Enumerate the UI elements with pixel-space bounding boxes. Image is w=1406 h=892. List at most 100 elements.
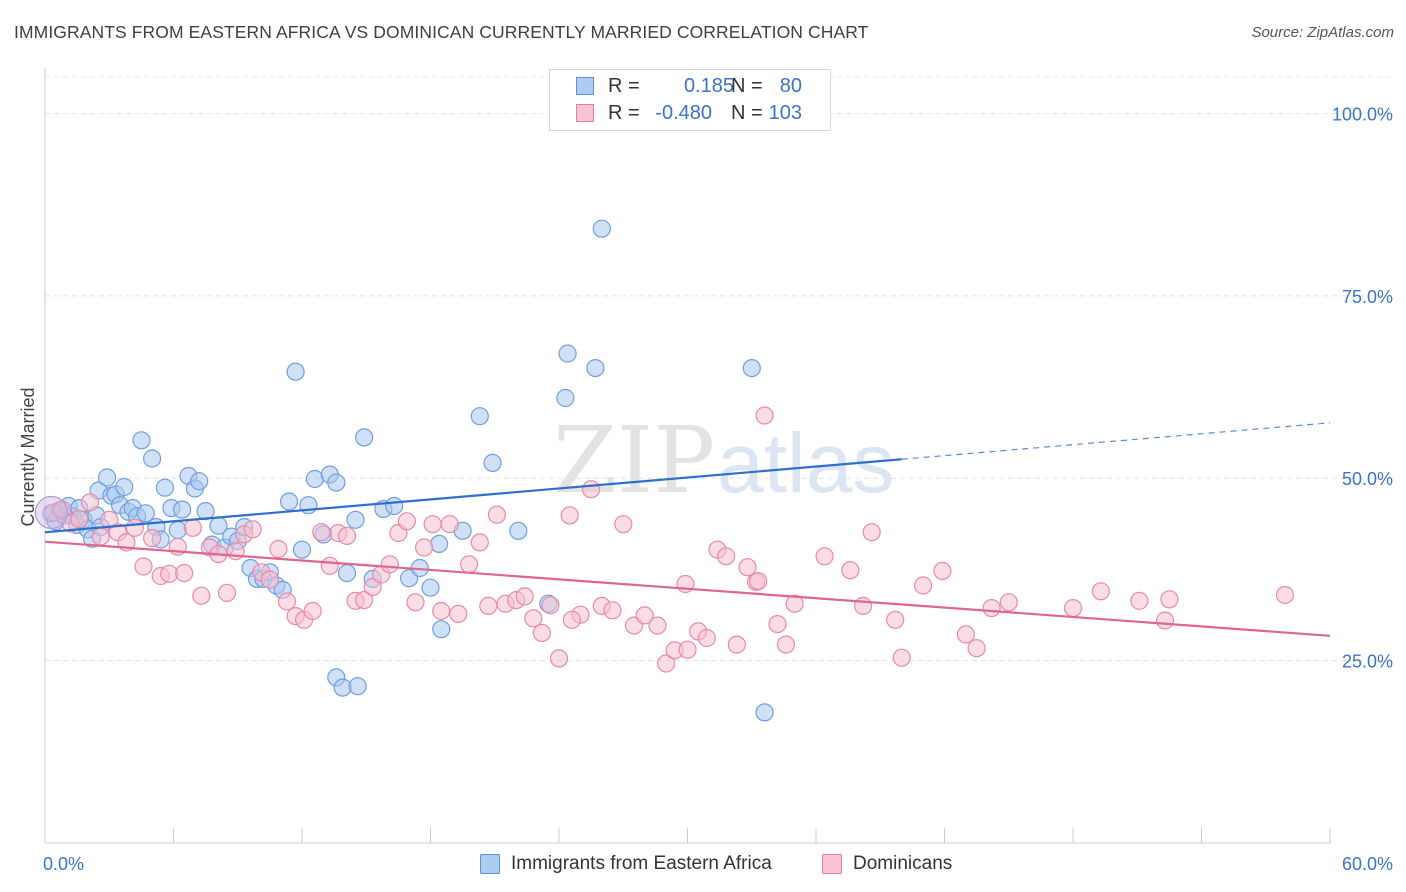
point-eastern-africa bbox=[586, 359, 605, 378]
point-dominicans bbox=[91, 527, 110, 546]
point-dominicans bbox=[303, 601, 322, 621]
watermark: ZIP atlas bbox=[553, 407, 894, 514]
stats-row-eastern-africa: R = 0.185 N = 80 bbox=[550, 74, 830, 100]
n-value: 103 bbox=[768, 102, 802, 124]
point-cluster bbox=[34, 495, 69, 530]
point-dominicans bbox=[134, 557, 153, 576]
swatch-eastern-africa bbox=[576, 77, 594, 95]
point-dominicans bbox=[125, 518, 144, 537]
point-dominicans bbox=[243, 520, 262, 539]
x-tick-label: 0.0% bbox=[43, 854, 84, 874]
point-dominicans bbox=[648, 616, 667, 635]
point-dominicans bbox=[363, 577, 382, 597]
point-dominicans bbox=[460, 555, 479, 574]
chart-title: IMMIGRANTS FROM EASTERN AFRICA VS DOMINI… bbox=[14, 22, 869, 42]
point-eastern-africa bbox=[355, 428, 374, 447]
trend-lines bbox=[44, 422, 1331, 637]
point-dominicans bbox=[562, 610, 582, 629]
point-dominicans bbox=[541, 596, 560, 615]
point-eastern-africa bbox=[173, 500, 192, 519]
data-points bbox=[34, 219, 1295, 722]
point-eastern-africa bbox=[470, 407, 489, 426]
point-dominicans bbox=[603, 601, 622, 620]
point-dominicans bbox=[423, 515, 442, 534]
point-eastern-africa bbox=[742, 359, 761, 378]
point-eastern-africa bbox=[385, 496, 404, 516]
point-eastern-africa bbox=[190, 472, 209, 491]
point-dominicans bbox=[320, 556, 339, 575]
point-dominicans bbox=[1130, 591, 1149, 610]
n-value: 80 bbox=[779, 75, 802, 97]
point-dominicans bbox=[260, 570, 279, 589]
point-dominicans bbox=[100, 510, 119, 529]
point-dominicans bbox=[397, 512, 416, 531]
y-axis-label: Currently Married bbox=[18, 387, 38, 526]
r-label: R = bbox=[608, 102, 640, 124]
n-label: N = bbox=[731, 75, 763, 97]
point-dominicans bbox=[785, 594, 804, 613]
point-eastern-africa bbox=[155, 478, 174, 497]
point-eastern-africa bbox=[97, 468, 117, 487]
point-dominicans bbox=[470, 533, 489, 552]
point-dominicans bbox=[755, 406, 774, 425]
legend-label: Dominicans bbox=[853, 853, 953, 874]
point-dominicans bbox=[217, 583, 237, 602]
point-dominicans bbox=[487, 505, 506, 524]
point-dominicans bbox=[355, 590, 374, 610]
point-dominicans bbox=[635, 606, 654, 625]
legend-label: Immigrants from Eastern Africa bbox=[511, 853, 772, 874]
point-eastern-africa bbox=[327, 473, 346, 492]
point-dominicans bbox=[697, 628, 716, 648]
point-dominicans bbox=[449, 604, 468, 624]
point-dominicans bbox=[581, 480, 601, 499]
point-dominicans bbox=[70, 509, 89, 529]
y-tick-label: 25.0% bbox=[1342, 652, 1393, 672]
point-dominicans bbox=[956, 625, 976, 644]
point-dominicans bbox=[967, 639, 986, 658]
swatch-dominicans bbox=[576, 104, 594, 122]
point-dominicans bbox=[1091, 582, 1110, 601]
point-dominicans bbox=[415, 538, 434, 557]
point-dominicans bbox=[143, 528, 162, 548]
point-eastern-africa bbox=[421, 578, 440, 597]
point-dominicans bbox=[776, 635, 796, 654]
point-eastern-africa bbox=[333, 678, 352, 697]
x-tick-label: 60.0% bbox=[1342, 854, 1393, 874]
point-dominicans bbox=[933, 561, 952, 581]
point-dominicans bbox=[269, 539, 288, 559]
point-eastern-africa bbox=[509, 521, 528, 540]
point-eastern-africa bbox=[280, 492, 299, 511]
r-label: R = bbox=[608, 75, 640, 97]
point-dominicans bbox=[440, 515, 459, 534]
point-dominicans bbox=[337, 526, 357, 546]
point-eastern-africa bbox=[115, 477, 134, 497]
legend-swatch-dominicans bbox=[822, 854, 842, 874]
point-dominicans bbox=[853, 596, 873, 616]
trend-eastern-africa bbox=[44, 458, 902, 534]
point-dominicans bbox=[913, 576, 933, 595]
point-eastern-africa bbox=[346, 510, 365, 529]
point-dominicans bbox=[841, 561, 860, 580]
point-eastern-africa bbox=[430, 534, 449, 554]
y-tick-label: 50.0% bbox=[1342, 469, 1393, 489]
point-dominicans bbox=[678, 640, 697, 659]
point-eastern-africa bbox=[556, 388, 575, 408]
point-dominicans bbox=[312, 523, 331, 542]
legend-swatch-eastern-africa bbox=[480, 854, 500, 874]
stats-row-dominicans: R = -0.480 N = 103 bbox=[550, 101, 830, 127]
r-value: -0.480 bbox=[655, 102, 712, 124]
point-dominicans bbox=[432, 601, 451, 621]
point-dominicans bbox=[532, 623, 552, 643]
point-dominicans bbox=[738, 558, 757, 577]
point-dominicans bbox=[175, 563, 194, 583]
point-dominicans bbox=[1155, 611, 1175, 630]
point-dominicans bbox=[815, 547, 834, 566]
point-dominicans bbox=[716, 547, 736, 566]
point-dominicans bbox=[862, 523, 881, 542]
point-eastern-africa bbox=[292, 540, 312, 559]
point-eastern-africa bbox=[132, 431, 151, 450]
point-eastern-africa bbox=[755, 703, 774, 722]
point-dominicans bbox=[999, 593, 1018, 612]
point-dominicans bbox=[892, 648, 911, 667]
